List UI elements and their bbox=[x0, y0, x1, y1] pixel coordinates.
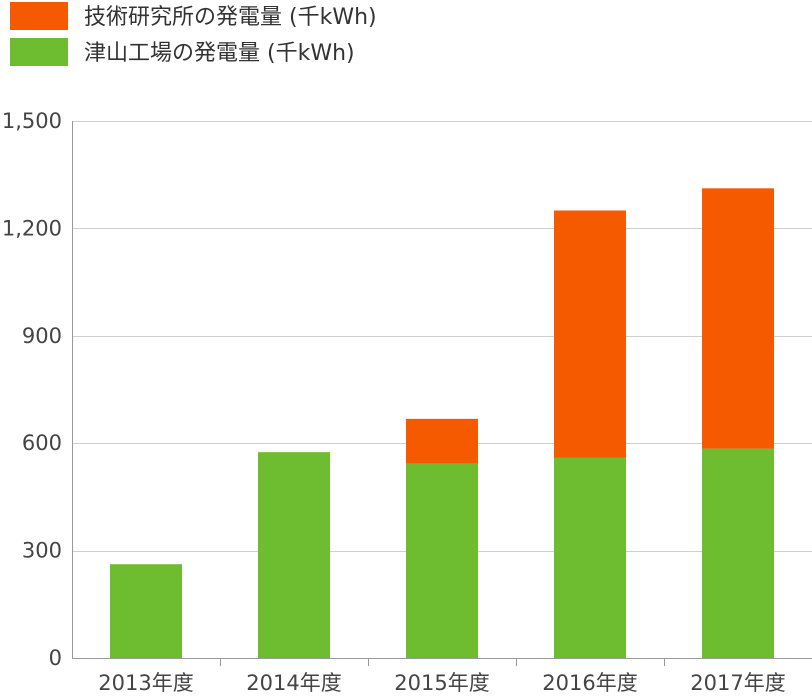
axis-layer: 0 300 600 900 1,200 1,500 2013年度 2014年度 2015年度 20… bbox=[2, 109, 812, 695]
x-category-label: 2016年度 bbox=[542, 671, 637, 692]
x-category-label: 2014年度 bbox=[246, 671, 341, 692]
bars-layer bbox=[110, 188, 774, 658]
legend-label: 津山工場の発電量 (千kWh) bbox=[84, 41, 355, 66]
bar-segment-tsuyama bbox=[258, 452, 330, 658]
y-tick-label: 900 bbox=[22, 324, 62, 348]
y-tick-label: 0 bbox=[49, 646, 62, 670]
grid-layer bbox=[72, 121, 812, 552]
bar-segment-research-lab bbox=[406, 418, 478, 464]
bar-segment-tsuyama bbox=[702, 448, 774, 658]
bar-segment-tsuyama bbox=[110, 564, 182, 658]
bar-segment-research-lab bbox=[702, 188, 774, 449]
y-tick-label: 1,200 bbox=[2, 216, 62, 240]
legend-swatch bbox=[10, 38, 68, 66]
bar-segment-research-lab bbox=[554, 210, 626, 458]
y-tick-label: 300 bbox=[22, 539, 62, 563]
legend: 技術研究所の発電量 (千kWh) 津山工場の発電量 (千kWh) bbox=[10, 2, 377, 66]
x-category-label: 2013年度 bbox=[98, 671, 193, 692]
bar-segment-tsuyama bbox=[554, 457, 626, 658]
legend-swatch bbox=[10, 2, 68, 30]
bar-segment-tsuyama bbox=[406, 463, 478, 658]
x-category-label: 2017年度 bbox=[690, 671, 785, 692]
legend-label: 技術研究所の発電量 (千kWh) bbox=[84, 5, 377, 30]
y-tick-label: 600 bbox=[22, 431, 62, 455]
x-category-label: 2015年度 bbox=[394, 671, 489, 692]
y-tick-label: 1,500 bbox=[2, 109, 62, 133]
